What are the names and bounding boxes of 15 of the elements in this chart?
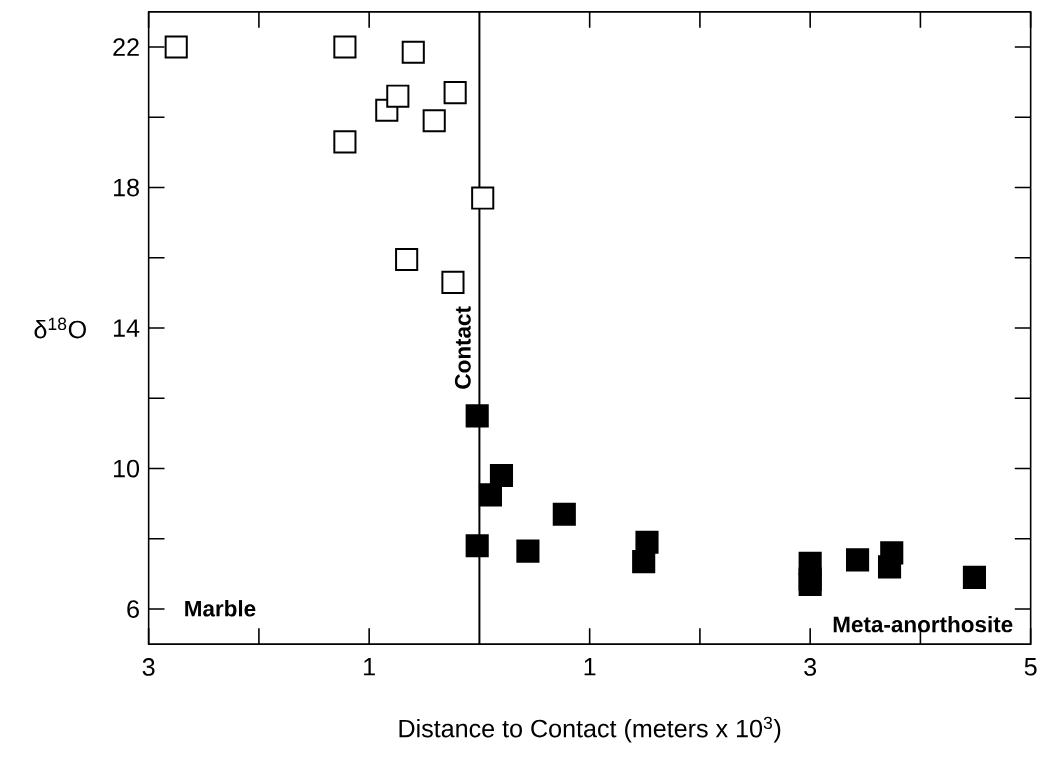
- annotation: Marble: [185, 600, 256, 617]
- x-tick-label: 5: [1024, 658, 1037, 676]
- x-axis-title: Distance to Contact (meters x 10$^{3}$): [399, 716, 781, 743]
- annotation: Meta-anorthosite: [833, 615, 1013, 633]
- y-tick-label: 18: [114, 178, 139, 197]
- ref-line-label: Contact: [454, 306, 471, 389]
- y-tick-label: 10: [114, 459, 140, 478]
- x-tick-label: 1: [364, 658, 375, 676]
- x-tick-label: 3: [804, 658, 817, 676]
- y-tick-label: 6: [127, 600, 139, 618]
- y-tick-label: 22: [113, 38, 139, 56]
- y-axis-title: δ$^{18}$O: [34, 317, 86, 339]
- x-tick-label: 1: [584, 658, 596, 676]
- y-tick-label: 14: [114, 319, 140, 337]
- x-tick-label: 3: [142, 658, 155, 676]
